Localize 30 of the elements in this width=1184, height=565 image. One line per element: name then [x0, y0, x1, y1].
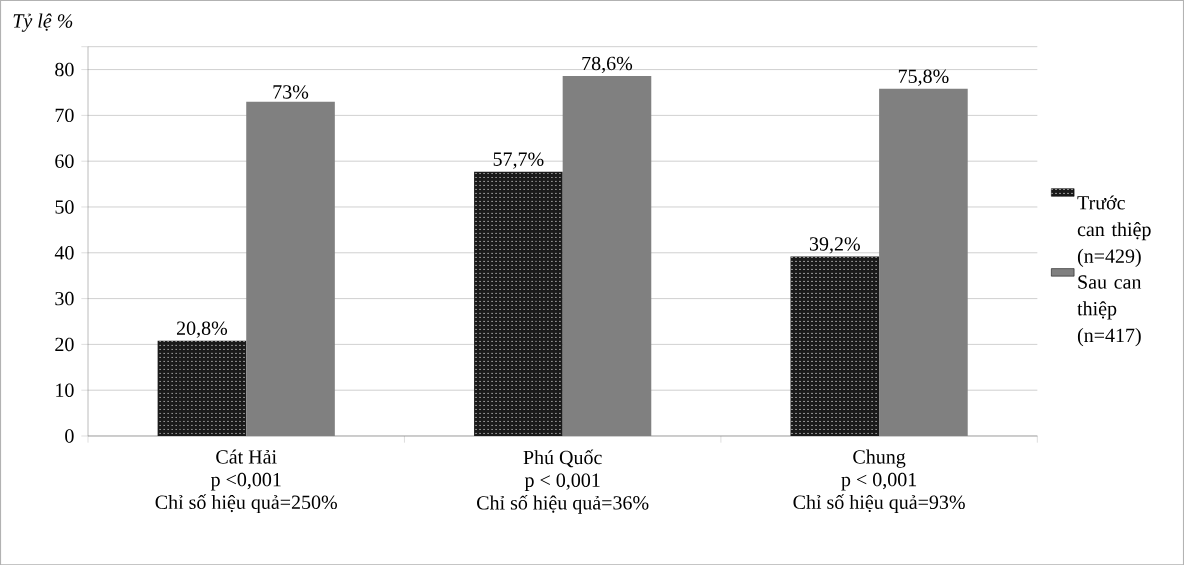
y-tick-label: 20 — [55, 337, 74, 351]
data-label: 78,6% — [582, 56, 633, 73]
y-tick-label: 10 — [56, 383, 74, 397]
text: p < 0,001 — [524, 473, 600, 491]
data-label: 57,7% — [493, 152, 544, 169]
x-tick-label: Phú Quốc — [523, 449, 602, 468]
x-tick-label: Chung — [853, 449, 906, 468]
y-tick-label: 40 — [54, 245, 74, 260]
legend-label: Sau can thiệp (n=417) — [1077, 275, 1142, 347]
bar — [157, 340, 247, 436]
text: Chỉ số hiệu quả=36% — [477, 494, 649, 514]
text: Chỉ số hiệu quả=93% — [793, 494, 965, 513]
bar — [790, 256, 880, 436]
y-tick-label: 0 — [65, 429, 74, 443]
bar — [474, 171, 563, 436]
y-tick-label: 30 — [55, 291, 74, 306]
text: p <0,001 — [210, 472, 281, 491]
y-tick-label: 50 — [55, 200, 74, 214]
data-label: 73% — [273, 84, 309, 99]
y-tick-label: 60 — [55, 154, 74, 168]
data-label: 39,2% — [809, 236, 860, 254]
x-tick-label: Cát Hải — [216, 449, 277, 464]
y-tick-label: 70 — [55, 108, 74, 122]
data-label: 20,8% — [176, 321, 228, 338]
y-tick-label: 80 — [55, 62, 74, 77]
legend-label: Trước can thiệp (n=429) — [1077, 195, 1151, 267]
text: Chỉ số hiệu quả=250% — [155, 494, 337, 513]
data-label: 75,8% — [898, 69, 949, 86]
text: p < 0,001 — [841, 472, 917, 491]
y-axis-title: Tỷ lệ % — [13, 13, 73, 32]
